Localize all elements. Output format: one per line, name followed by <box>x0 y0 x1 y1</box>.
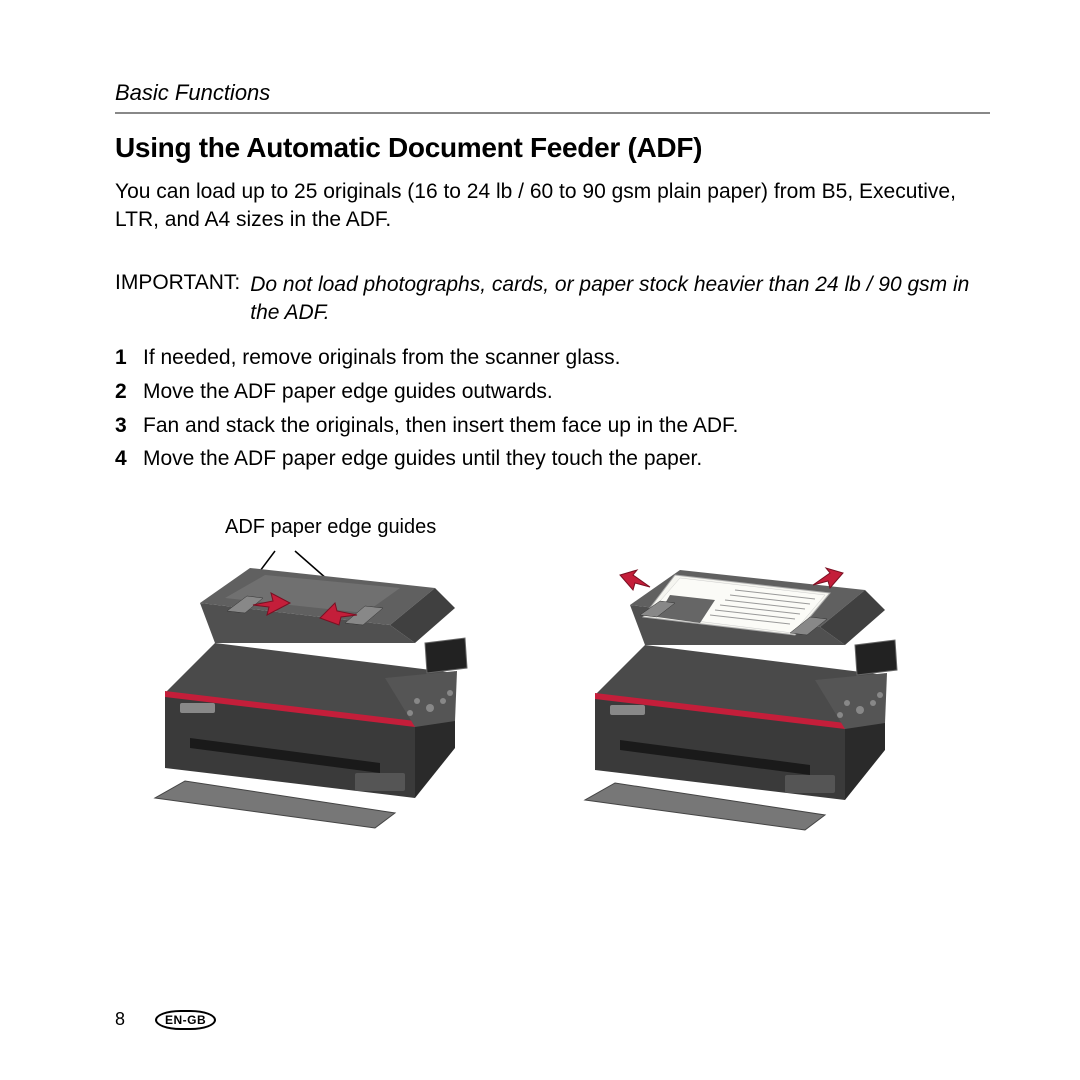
locale-badge: EN-GB <box>155 1010 216 1030</box>
step-item: 2Move the ADF paper edge guides outwards… <box>115 375 990 409</box>
page-title: Using the Automatic Document Feeder (ADF… <box>115 132 990 164</box>
section-header: Basic Functions <box>115 80 990 106</box>
step-item: 1If needed, remove originals from the sc… <box>115 341 990 375</box>
intro-paragraph: You can load up to 25 originals (16 to 2… <box>115 178 990 235</box>
step-number: 2 <box>115 375 143 409</box>
header-rule <box>115 112 990 114</box>
step-text: Fan and stack the originals, then insert… <box>143 409 738 443</box>
page-number: 8 <box>115 1009 125 1030</box>
step-item: 3Fan and stack the originals, then inser… <box>115 409 990 443</box>
step-text: Move the ADF paper edge guides outwards. <box>143 375 553 409</box>
important-note: IMPORTANT: Do not load photographs, card… <box>115 271 990 328</box>
printer-illustration-paper <box>565 545 925 825</box>
step-text: If needed, remove originals from the sca… <box>143 341 620 375</box>
callout-label: ADF paper edge guides <box>225 516 495 539</box>
figure-left: ADF paper edge guides <box>135 516 495 825</box>
step-text: Move the ADF paper edge guides until the… <box>143 442 702 476</box>
step-number: 4 <box>115 442 143 476</box>
figure-right <box>565 516 925 825</box>
printer-illustration-guides <box>135 543 495 823</box>
important-label: IMPORTANT: <box>115 271 240 328</box>
step-item: 4Move the ADF paper edge guides until th… <box>115 442 990 476</box>
figure-row: ADF paper edge guides <box>115 516 990 825</box>
manual-page: Basic Functions Using the Automatic Docu… <box>0 0 1080 1080</box>
step-list: 1If needed, remove originals from the sc… <box>115 341 990 475</box>
important-text: Do not load photographs, cards, or paper… <box>240 271 990 328</box>
page-footer: 8 EN-GB <box>115 1009 216 1030</box>
step-number: 3 <box>115 409 143 443</box>
step-number: 1 <box>115 341 143 375</box>
